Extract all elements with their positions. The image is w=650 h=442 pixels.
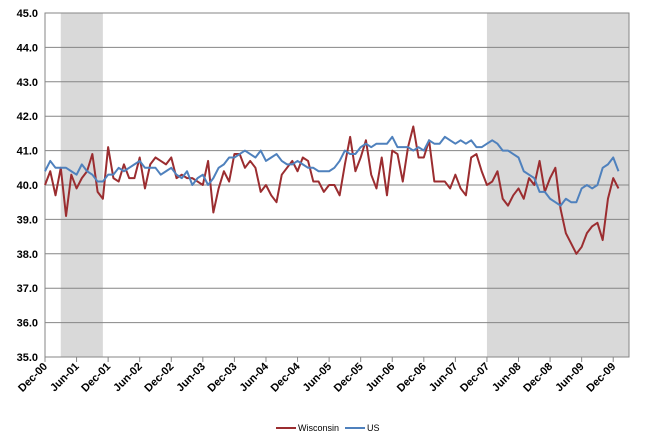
series-line-us bbox=[44, 135, 620, 207]
legend: Wisconsin US bbox=[276, 423, 380, 433]
x-tick-label: Jun-04 bbox=[238, 360, 272, 394]
x-tick-label: Dec-03 bbox=[206, 361, 240, 395]
y-tick-label: 39.0 bbox=[17, 214, 38, 226]
x-tick-label: Dec-09 bbox=[584, 361, 618, 395]
x-tick-label: Dec-00 bbox=[16, 361, 50, 395]
x-tick-label: Jun-09 bbox=[553, 361, 587, 395]
y-tick-label: 44.0 bbox=[17, 42, 38, 54]
x-tick-label: Jun-07 bbox=[427, 361, 461, 395]
y-tick-label: 42.0 bbox=[17, 111, 38, 123]
y-tick-label: 40.0 bbox=[17, 180, 38, 192]
y-tick-label: 43.0 bbox=[17, 77, 38, 89]
x-tick-label: Jun-03 bbox=[174, 361, 208, 395]
x-tick-label: Dec-04 bbox=[269, 360, 304, 395]
x-tick-label: Dec-07 bbox=[458, 361, 492, 395]
x-tick-label: Dec-02 bbox=[142, 361, 176, 395]
x-tick-label: Jun-08 bbox=[490, 361, 524, 395]
y-tick-label: 38.0 bbox=[17, 249, 38, 261]
x-tick-label: Jun-06 bbox=[364, 361, 398, 395]
y-tick-label: 35.0 bbox=[17, 352, 38, 364]
x-tick-label: Dec-01 bbox=[79, 361, 113, 395]
x-tick-label: Dec-08 bbox=[521, 361, 555, 395]
y-tick-label: 41.0 bbox=[17, 146, 38, 158]
x-tick-label: Dec-05 bbox=[332, 361, 366, 395]
x-axis-tick-labels: Dec-00Jun-01Dec-01Jun-02Dec-02Jun-03Dec-… bbox=[16, 357, 618, 395]
y-tick-label: 37.0 bbox=[17, 283, 38, 295]
series-lines bbox=[44, 125, 620, 255]
y-tick-label: 36.0 bbox=[17, 318, 38, 330]
legend-label-us: US bbox=[367, 423, 380, 433]
x-tick-label: Dec-06 bbox=[395, 361, 429, 395]
y-axis-tick-labels: 35.0 36.0 37.0 38.0 39.0 40.0 41.0 42.0 43.0 44.0… bbox=[17, 8, 38, 364]
x-tick-label: Jun-02 bbox=[111, 361, 145, 395]
legend-label-wisconsin: Wisconsin bbox=[298, 423, 339, 433]
y-tick-label: 45.0 bbox=[17, 8, 38, 20]
x-tick-label: Jun-01 bbox=[48, 361, 82, 395]
x-tick-label: Jun-05 bbox=[301, 361, 335, 395]
